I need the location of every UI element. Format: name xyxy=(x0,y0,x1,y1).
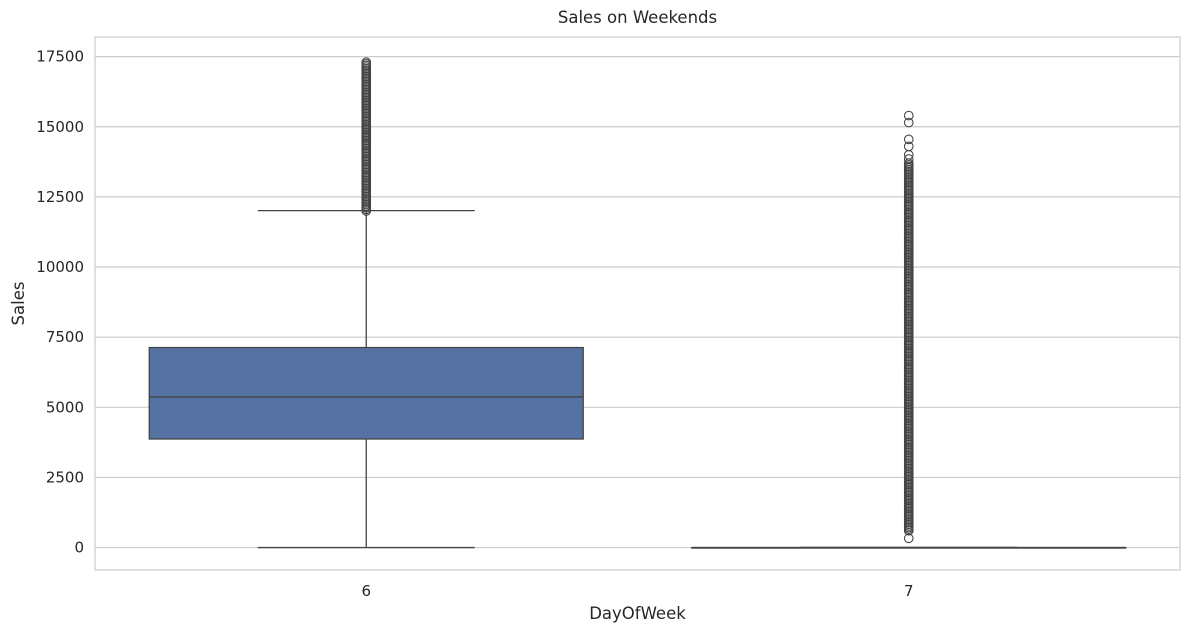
y-tick-label: 0 xyxy=(74,539,84,557)
iqr-box xyxy=(148,346,584,440)
outlier-point xyxy=(903,141,914,152)
outliers xyxy=(903,110,914,544)
x-axis-title: DayOfWeek xyxy=(589,604,686,623)
chart-title: Sales on Weekends xyxy=(558,8,717,27)
outlier-point xyxy=(903,117,914,128)
y-tick-label: 2500 xyxy=(46,468,84,486)
outlier-point xyxy=(361,57,372,68)
y-tick-label: 17500 xyxy=(36,48,84,66)
x-tick-label: 7 xyxy=(904,582,914,600)
y-tick-label: 15000 xyxy=(36,118,84,136)
outliers xyxy=(361,57,372,216)
outlier-point xyxy=(903,134,914,145)
y-tick-label: 12500 xyxy=(36,188,84,206)
outlier-point xyxy=(903,154,914,164)
y-axis-ticks: 0 2500 5000 7500 10000 12500 15000 17500 xyxy=(36,48,84,557)
gridlines xyxy=(95,56,1180,549)
outlier-point xyxy=(903,533,914,544)
boxes xyxy=(148,57,1127,549)
y-axis-title: Sales xyxy=(9,282,28,326)
y-tick-label: 5000 xyxy=(46,398,84,416)
outlier-point xyxy=(903,110,914,121)
y-tick-label: 10000 xyxy=(36,258,84,276)
plot-frame xyxy=(94,36,1181,571)
box-group-7 xyxy=(691,110,1127,549)
x-tick-label: 6 xyxy=(361,582,371,600)
y-tick-label: 7500 xyxy=(46,328,84,346)
box-group-6 xyxy=(148,57,584,549)
